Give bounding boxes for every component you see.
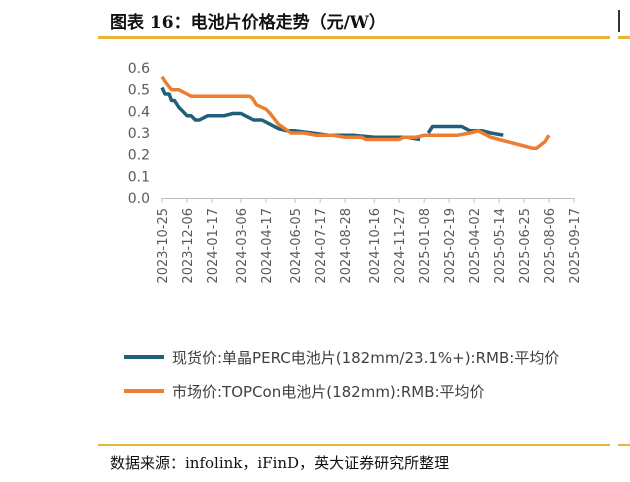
x-tick-label: 2024-07-17 xyxy=(314,208,329,284)
y-axis: 0.0 0.1 0.2 0.3 0.4 0.5 0.6 xyxy=(128,61,150,207)
x-tick-label: 2024-01-17 xyxy=(206,208,221,284)
y-tick-label: 0.0 xyxy=(128,191,150,207)
legend-entry: 市场价:TOPCon电池片(182mm):RMB:平均价 xyxy=(172,383,485,401)
x-tick-label: 2023-12-06 xyxy=(181,208,196,284)
title-underline-edge xyxy=(618,36,630,39)
x-tick-label: 2025-09-17 xyxy=(568,208,583,284)
figure-title: 图表 16：电池片价格走势（元/W） xyxy=(110,13,386,33)
legend: 现货价:单晶PERC电池片(182mm/23.1%+):RMB:平均价市场价:T… xyxy=(124,349,559,401)
x-tick-label: 2025-08-06 xyxy=(543,208,558,284)
series-line-topcon xyxy=(160,75,551,150)
x-tick-label: 2025-04-02 xyxy=(468,208,483,284)
x-tick-label: 2024-08-28 xyxy=(339,208,354,284)
x-tick-label: 2024-11-27 xyxy=(393,208,408,284)
line-chart: 0.0 0.1 0.2 0.3 0.4 0.5 0.6 2023-10-25 2023-12-… xyxy=(124,61,583,401)
x-tick-label: 2023-10-25 xyxy=(156,208,171,284)
series-line-perc xyxy=(426,124,504,137)
x-tick-label: 2025-02-19 xyxy=(443,208,458,284)
y-tick-label: 0.5 xyxy=(128,83,150,99)
x-tick-label: 2024-10-16 xyxy=(368,208,383,284)
y-tick-label: 0.3 xyxy=(128,126,150,142)
x-tick-label: 2025-01-08 xyxy=(418,208,433,284)
x-tick-label: 2024-06-05 xyxy=(289,208,304,284)
x-axis: 2023-10-25 2023-12-06 2024-01-17 2024-03-06… xyxy=(156,198,583,284)
x-tick-label: 2024-03-06 xyxy=(235,208,250,284)
source-note: 数据来源：infolink，iFinD，英大证券研究所整理 xyxy=(110,454,450,472)
x-tick-label: 2025-06-25 xyxy=(518,208,533,284)
x-tick-label: 2024-04-17 xyxy=(260,208,275,284)
y-tick-label: 0.4 xyxy=(128,104,150,120)
y-tick-label: 0.1 xyxy=(128,169,150,185)
legend-entry: 现货价:单晶PERC电池片(182mm/23.1%+):RMB:平均价 xyxy=(172,349,559,367)
plot-lines xyxy=(160,75,551,150)
x-tick-label: 2025-05-14 xyxy=(493,208,508,284)
footer-rule-edge xyxy=(618,444,630,446)
page-edge-mark xyxy=(618,10,620,32)
y-tick-label: 0.6 xyxy=(128,61,150,77)
title-underline xyxy=(98,36,610,39)
y-tick-label: 0.2 xyxy=(128,148,150,164)
footer-rule xyxy=(98,444,610,446)
